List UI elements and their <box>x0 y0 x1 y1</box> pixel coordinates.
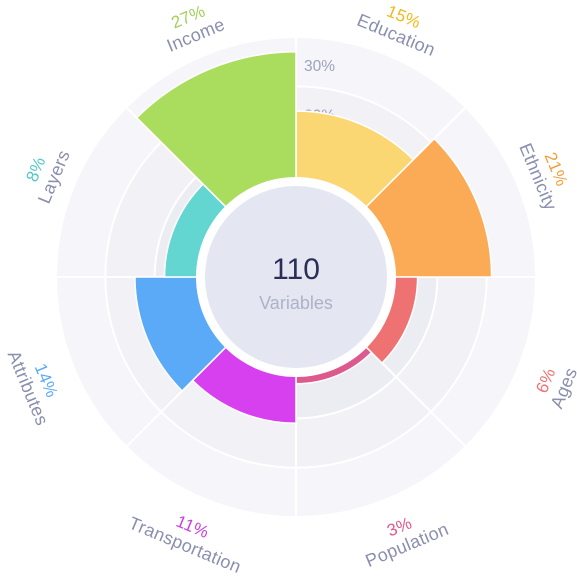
category-label-layers: 8%Layers <box>22 147 74 206</box>
category-label-ages: 6%Ages <box>532 365 577 412</box>
radial-tick-label: 30% <box>304 58 335 75</box>
category-label-attributes: 14%Attributes <box>4 348 62 429</box>
center-total-label: Variables <box>259 293 333 313</box>
category-label-population: 3%Population <box>362 513 451 571</box>
center-disc: 110 Variables <box>196 177 396 377</box>
center-total-value: 110 <box>272 253 320 286</box>
category-label-income: 27%Income <box>164 1 228 55</box>
